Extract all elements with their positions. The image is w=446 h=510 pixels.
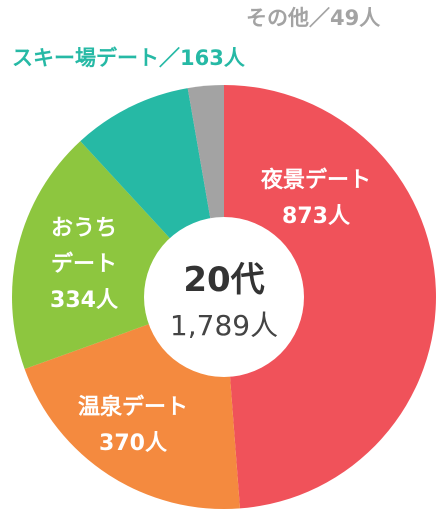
outside-label: スキー場デート／163人 (12, 42, 245, 72)
slice (224, 85, 437, 509)
outside-label: その他／49人 (246, 2, 380, 32)
category-label: 夜景デート (260, 168, 371, 193)
slice-label: 温泉デート 370人 (68, 390, 198, 462)
value-label: 163人 (180, 46, 245, 70)
value-label: 873人 (282, 204, 350, 229)
category-label: おうちデート (50, 216, 117, 277)
value-label: 334人 (50, 288, 118, 313)
separator: ／ (309, 6, 330, 30)
value-label: 49人 (330, 6, 381, 30)
value-label: 370人 (99, 431, 167, 456)
center-total: 1,789人 (169, 309, 279, 342)
category-label: その他 (246, 6, 309, 30)
separator: ／ (159, 46, 180, 70)
donut-hole (144, 217, 304, 377)
slice-label: 夜景デート 873人 (251, 163, 381, 235)
category-label: スキー場デート (12, 46, 159, 70)
center-title: 20代 (183, 260, 265, 300)
slice-label: おうちデート 334人 (48, 211, 120, 319)
category-label: 温泉デート (77, 395, 188, 420)
